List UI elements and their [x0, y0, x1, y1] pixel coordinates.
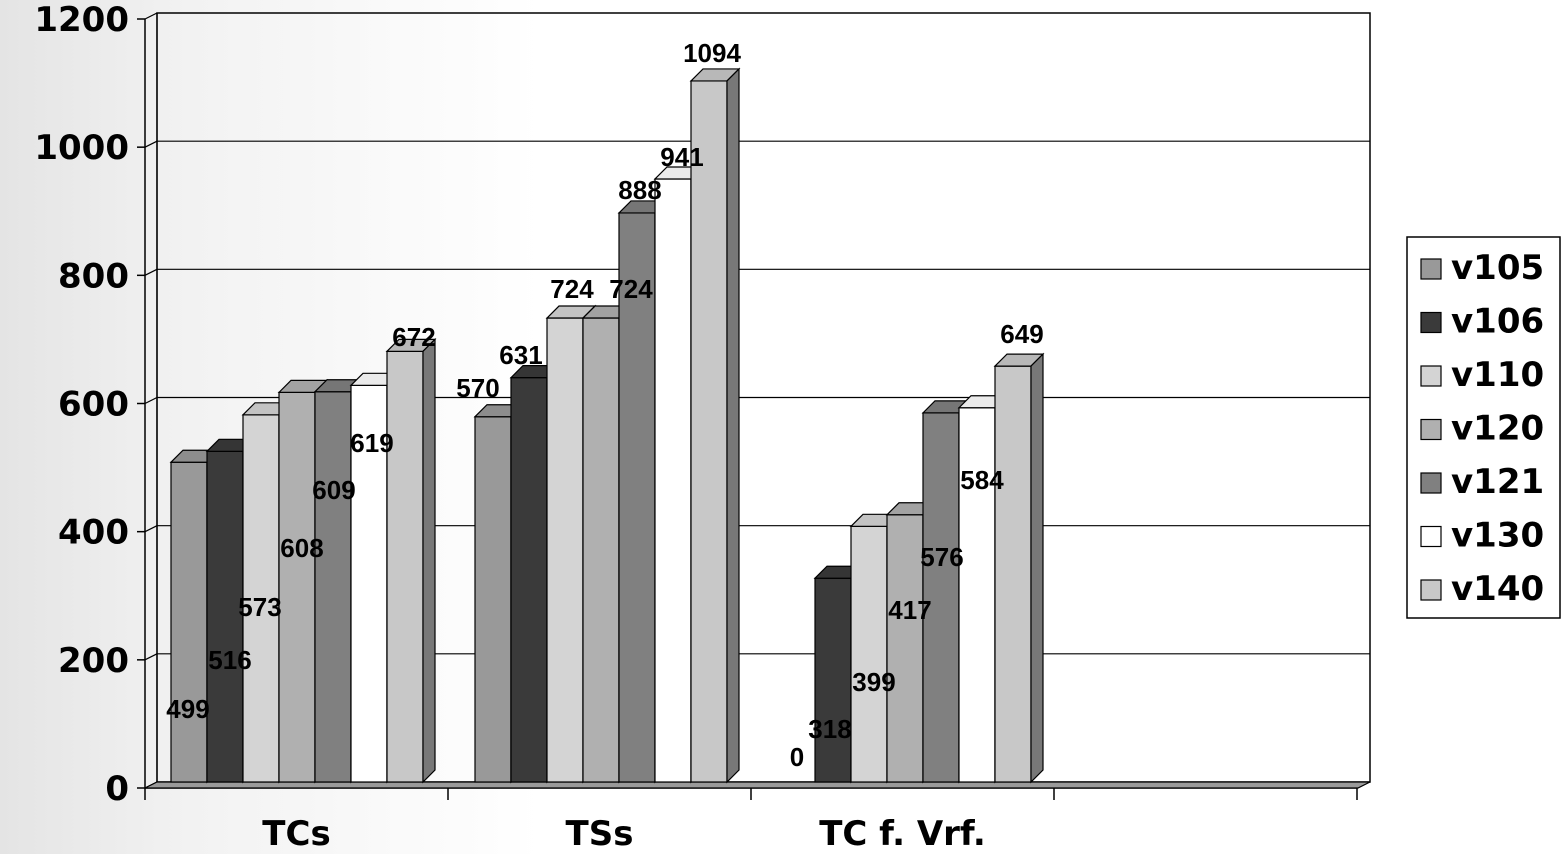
- bar-v105-0: [170, 461, 208, 783]
- y-tick-connector: [144, 268, 158, 276]
- legend: v105 v106 v110 v120 v121 v130 v140: [1406, 236, 1561, 619]
- x-category-label: TSs: [566, 814, 634, 854]
- data-label-v121-2: 576: [920, 542, 963, 572]
- bar-v130-2: [958, 407, 996, 783]
- data-label-v120-2: 417: [888, 595, 931, 625]
- y-tick-connector: [144, 12, 158, 20]
- data-label-v105-2: 0: [790, 742, 804, 772]
- chart-floor: [144, 781, 1371, 789]
- data-label-v130-2: 584: [960, 465, 1004, 495]
- y-tick-label: 600: [58, 385, 129, 425]
- x-category-label: TC f. Vrf.: [819, 814, 986, 854]
- bars: [169, 67, 1045, 784]
- legend-label-v121: v121: [1451, 462, 1544, 502]
- legend-swatch-v105: [1420, 258, 1442, 280]
- bar-side-v140-0: [422, 337, 436, 784]
- bar-v110-2: [850, 525, 888, 783]
- legend-swatch-v120: [1420, 418, 1442, 441]
- y-tick-connector: [144, 525, 158, 533]
- bar-v106-1: [510, 377, 548, 783]
- data-label-v106-1: 631: [499, 340, 542, 370]
- bar-v121-0: [314, 391, 352, 783]
- bar-v140-1: [690, 80, 728, 783]
- bar-side-v140-1: [726, 67, 740, 784]
- bar-v105-1: [474, 416, 512, 783]
- data-label-v110-0: 573: [238, 592, 281, 622]
- y-tick-connector: [144, 396, 158, 405]
- y-tick-label: 800: [58, 256, 129, 296]
- legend-swatch-v140: [1420, 579, 1442, 601]
- y-tick-connector: [144, 653, 158, 661]
- bar-v106-0: [206, 450, 244, 783]
- data-label-v110-1: 724: [550, 274, 594, 304]
- bar-v130-0: [350, 384, 388, 783]
- data-label-v140-2: 649: [1000, 319, 1043, 349]
- bar-v121-2: [922, 412, 960, 783]
- y-tick-label: 200: [58, 641, 129, 681]
- bar-v120-2: [886, 514, 924, 783]
- bar-v140-2: [994, 365, 1032, 783]
- data-label-v120-1: 724: [609, 274, 653, 304]
- legend-label-v140: v140: [1451, 569, 1544, 609]
- data-label-v106-0: 516: [208, 645, 251, 675]
- bar-v106-2: [814, 577, 852, 783]
- data-label-v120-0: 608: [280, 533, 323, 563]
- legend-label-v106: v106: [1451, 302, 1544, 342]
- legend-swatch-v121: [1420, 472, 1442, 494]
- bar-v120-1: [582, 317, 620, 783]
- data-labels: 499 570 0 516 631 318 573 724 399 608 724 417 609 888…: [166, 38, 1043, 772]
- x-category-label: TCs: [262, 814, 330, 854]
- data-label-v140-0: 672: [392, 322, 435, 352]
- legend-swatch-v130: [1420, 525, 1442, 548]
- legend-label-v120: v120: [1451, 409, 1544, 449]
- y-tick-label: 400: [58, 513, 129, 553]
- data-label-v106-2: 318: [808, 714, 851, 744]
- legend-label-v110: v110: [1451, 355, 1544, 395]
- y-tick-label: 0: [105, 769, 129, 809]
- legend-label-v105: v105: [1451, 248, 1544, 288]
- legend-swatch-v106: [1420, 311, 1442, 334]
- data-label-v130-1: 941: [660, 142, 703, 172]
- bar-v110-1: [546, 317, 584, 783]
- y-tick-connector: [144, 140, 158, 148]
- data-label-v121-1: 888: [618, 175, 661, 205]
- data-label-v110-2: 399: [852, 667, 895, 697]
- data-label-v130-0: 619: [350, 428, 393, 458]
- bar-side-v140-2: [1030, 352, 1044, 784]
- bar-v130-1: [654, 178, 692, 783]
- legend-swatch-v110: [1420, 365, 1442, 387]
- floor-surface: [144, 781, 1371, 789]
- y-tick-label: 1200: [34, 0, 129, 40]
- bar-v120-0: [278, 391, 316, 783]
- y-tick-label: 1000: [34, 128, 129, 168]
- bar-v121-1: [618, 212, 656, 783]
- data-label-v105-1: 570: [456, 373, 499, 403]
- data-label-v140-1: 1094: [683, 38, 741, 68]
- bar-v140-0: [386, 350, 424, 783]
- data-label-v105-0: 499: [166, 694, 209, 724]
- legend-label-v130: v130: [1451, 516, 1544, 556]
- data-label-v121-0: 609: [312, 475, 355, 505]
- axes: 0 200 400 600 800 1000 1200 TCs TSs TC f. Vrf.: [34, 0, 1358, 854]
